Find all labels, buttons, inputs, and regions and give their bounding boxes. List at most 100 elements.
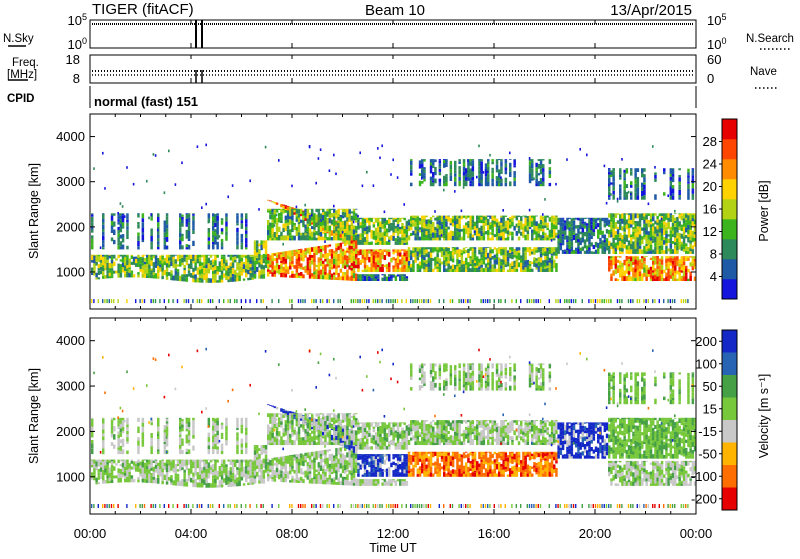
power-cell — [179, 237, 182, 240]
power-cell — [161, 272, 164, 276]
power-cell — [122, 213, 125, 214]
power-cell — [491, 232, 494, 235]
velocity-cell — [113, 426, 116, 431]
power-cell — [183, 258, 186, 262]
power-cell — [214, 260, 217, 266]
power-cell — [452, 231, 455, 236]
power-cell — [274, 215, 277, 220]
power-cell — [661, 260, 664, 265]
power-cell — [500, 232, 503, 236]
power-cell — [221, 218, 224, 220]
velocity-cell — [291, 415, 294, 420]
power-cell — [421, 181, 424, 184]
power-cell — [685, 266, 688, 269]
velocity-cell — [276, 439, 279, 442]
power-cell — [630, 257, 633, 261]
power-cell — [381, 267, 384, 272]
velocity-cell — [271, 471, 274, 475]
power-cell — [117, 216, 120, 220]
power-cell — [590, 242, 593, 246]
velocity-cell — [245, 439, 248, 443]
power-cell — [307, 267, 310, 271]
power-cell — [441, 234, 443, 237]
power-cell — [120, 228, 123, 233]
power-cell — [318, 274, 321, 279]
power-cell — [419, 164, 422, 169]
power-cell — [386, 228, 389, 232]
power-cell — [267, 210, 270, 212]
velocity-cell — [254, 465, 256, 470]
power-cell — [672, 189, 675, 194]
power-cell — [678, 242, 681, 245]
power-cell — [274, 219, 277, 223]
power-cell — [155, 273, 158, 278]
velocity-cell — [164, 504, 165, 508]
velocity-cell — [197, 475, 200, 480]
power-cell — [106, 255, 109, 257]
power-cell — [549, 267, 552, 272]
power-cell — [221, 242, 224, 246]
power-cell — [183, 270, 186, 274]
power-cell — [692, 173, 695, 175]
velocity-cell — [289, 424, 292, 430]
power-cell — [355, 258, 358, 260]
power-cell — [683, 299, 684, 303]
power-cell — [439, 217, 442, 220]
power-cell — [247, 255, 250, 256]
power-cell — [344, 255, 347, 260]
power-cell — [564, 236, 567, 240]
power-cell — [245, 247, 248, 249]
power-cell — [509, 163, 512, 167]
velocity-cell — [221, 423, 224, 425]
velocity-cell — [98, 476, 101, 480]
power-cell — [351, 275, 354, 278]
power-cell — [335, 173, 337, 176]
velocity-cell — [285, 474, 288, 478]
power-cell — [307, 218, 310, 223]
power-cell — [126, 230, 129, 233]
power-cell — [296, 231, 299, 236]
power-cell — [489, 216, 492, 219]
velocity-cell — [221, 460, 224, 462]
power-cell — [192, 225, 195, 227]
power-cell — [661, 236, 664, 241]
power-cell — [441, 216, 444, 222]
power-cell — [632, 247, 635, 250]
power-cell — [267, 225, 270, 230]
velocity-cell — [267, 471, 270, 474]
power-cell — [362, 228, 365, 231]
power-cell — [406, 254, 409, 257]
power-cell — [645, 249, 648, 251]
power-cell — [403, 265, 406, 269]
velocity-cell — [287, 423, 290, 427]
velocity-cell — [186, 468, 189, 470]
power-cell — [322, 237, 325, 241]
power-cell — [441, 251, 444, 255]
station-title: TIGER (fitACF) — [92, 1, 194, 18]
power-cell — [392, 222, 395, 227]
power-cell — [472, 224, 475, 228]
power-cell — [465, 299, 466, 303]
power-cell — [403, 274, 406, 276]
power-cell — [489, 261, 492, 265]
power-cell — [685, 243, 688, 246]
power-cell — [282, 206, 285, 209]
velocity-cell — [164, 425, 167, 430]
power-cell — [102, 152, 104, 155]
power-cell — [683, 276, 686, 281]
power-cell — [287, 223, 290, 226]
power-cell — [564, 230, 567, 235]
power-cell — [333, 259, 336, 265]
power-cell — [436, 238, 439, 241]
power-cell — [498, 258, 501, 262]
velocity-cell — [124, 476, 127, 479]
power-cell — [542, 221, 545, 225]
velocity-cell — [166, 442, 169, 447]
power-cell — [117, 212, 119, 215]
power-cell — [617, 279, 620, 281]
power-cell — [498, 262, 501, 267]
power-cell — [309, 269, 312, 274]
velocity-cell — [175, 473, 178, 475]
power-cell — [472, 171, 475, 176]
